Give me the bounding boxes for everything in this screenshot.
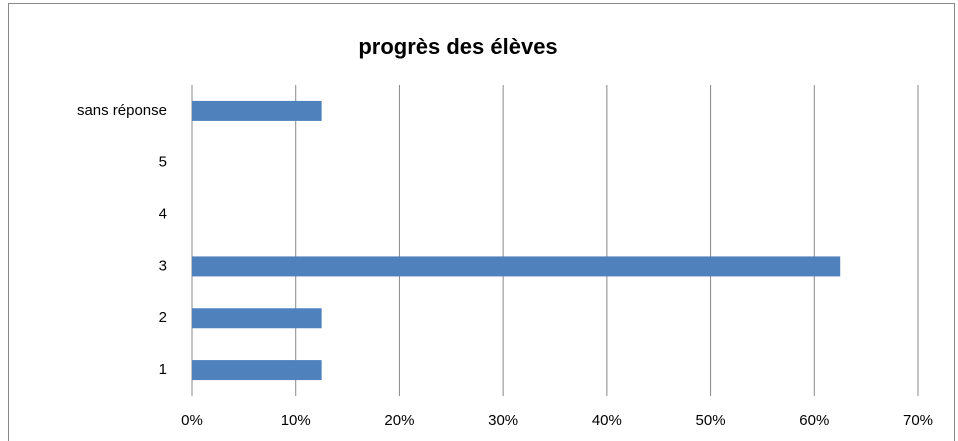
x-tick-label: 20% [384,412,414,429]
bar [192,256,841,277]
x-tick-label: 30% [488,412,518,429]
bar [192,308,322,329]
y-tick-label: 4 [159,206,167,223]
x-tick-label: 0% [181,412,203,429]
y-tick-label: 3 [159,257,167,274]
x-tick-label: 40% [592,412,622,429]
y-tick-label: 1 [159,361,167,378]
x-tick-label: 50% [696,412,726,429]
x-tick-label: 70% [903,412,933,429]
x-tick-label: 10% [281,412,311,429]
x-tick-label: 60% [799,412,829,429]
bar [192,360,322,381]
y-tick-label: 5 [159,154,167,171]
y-tick-label: sans réponse [77,102,167,119]
chart-border [8,3,955,441]
y-tick-label: 2 [159,309,167,326]
chart-title: progrès des élèves [358,34,557,59]
bar [192,100,322,121]
